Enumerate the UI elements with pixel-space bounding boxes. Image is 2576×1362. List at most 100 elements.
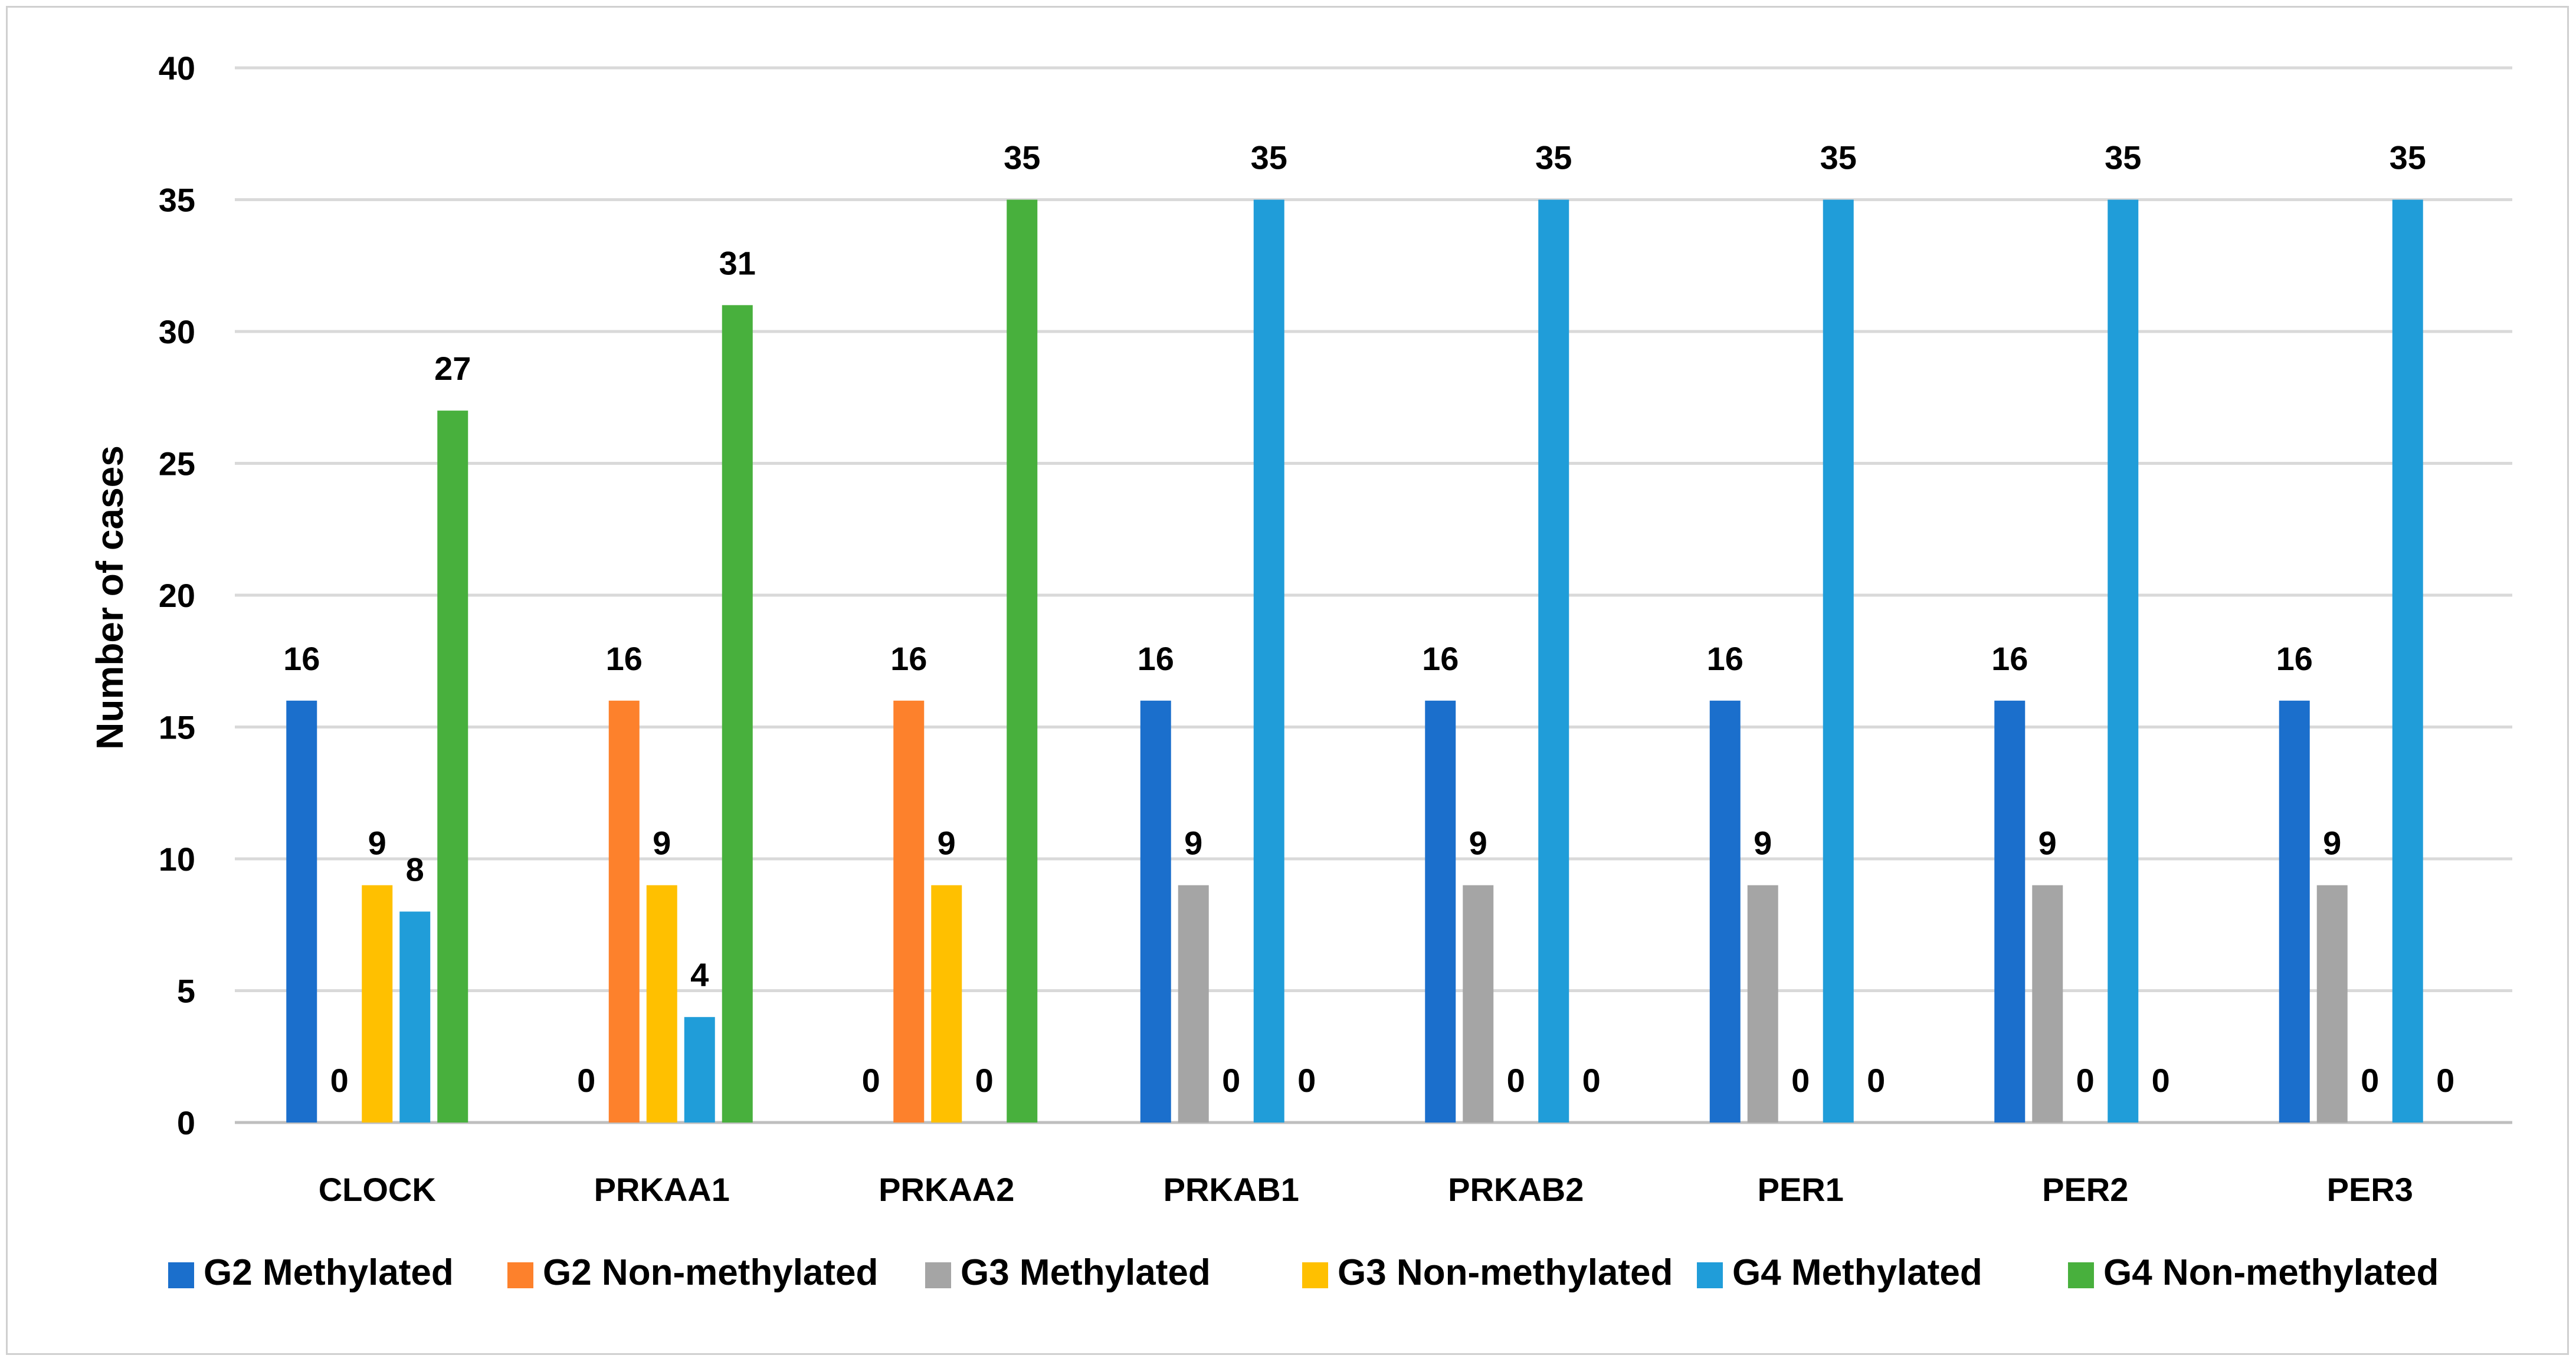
y-tick-label: 15 bbox=[159, 709, 195, 746]
data-label: 0 bbox=[2436, 1062, 2454, 1099]
bar-prkab1-g2-methylated bbox=[1140, 700, 1171, 1123]
bar-prkab2-g2-methylated bbox=[1425, 700, 1456, 1123]
y-tick-label: 30 bbox=[159, 313, 195, 350]
legend-label: G3 Non-methylated bbox=[1338, 1252, 1673, 1293]
legend: G2 Methylated G2 Non-methylated G3 Methyla… bbox=[168, 1252, 2439, 1293]
legend-label: G4 Methylated bbox=[1732, 1252, 1982, 1293]
data-label: 35 bbox=[2105, 139, 2141, 176]
data-label: 27 bbox=[434, 350, 471, 387]
bar-per3-g4-methylated bbox=[2392, 199, 2423, 1123]
x-tick-label: PRKAB1 bbox=[1164, 1171, 1299, 1208]
x-tick-label: PRKAA2 bbox=[879, 1171, 1014, 1208]
data-label: 0 bbox=[1582, 1062, 1601, 1099]
legend-label: G4 Non-methylated bbox=[2103, 1252, 2439, 1293]
x-tick-label: PRKAB2 bbox=[1448, 1171, 1584, 1208]
bar-clock-g2-methylated bbox=[286, 700, 317, 1123]
data-label: 35 bbox=[1820, 139, 1857, 176]
bar-per1-g4-methylated bbox=[1823, 199, 1854, 1123]
data-label: 35 bbox=[2390, 139, 2426, 176]
bar-per2-g4-methylated bbox=[2108, 199, 2139, 1123]
bar-prkaa1-g3-non-methylated bbox=[646, 885, 677, 1123]
data-label: 0 bbox=[1297, 1062, 1316, 1099]
bar-prkaa1-g4-methylated bbox=[684, 1017, 715, 1123]
bar-chart: 1609827016943101690351690350169035016903… bbox=[89, 50, 2512, 1293]
data-label: 9 bbox=[1184, 825, 1202, 862]
x-tick-label: PRKAA1 bbox=[594, 1171, 730, 1208]
data-label: 0 bbox=[862, 1062, 880, 1099]
x-tick-label: CLOCK bbox=[319, 1171, 436, 1208]
bar-per1-g3-methylated bbox=[1747, 885, 1778, 1123]
data-label: 8 bbox=[406, 851, 424, 888]
data-label: 9 bbox=[653, 825, 671, 862]
legend-swatch bbox=[1302, 1262, 1328, 1288]
y-tick-label: 5 bbox=[177, 973, 195, 1010]
data-label: 9 bbox=[368, 825, 386, 862]
x-tick-label: PER2 bbox=[2042, 1171, 2128, 1208]
data-label: 16 bbox=[283, 640, 320, 677]
bar-prkaa2-g3-non-methylated bbox=[931, 885, 962, 1123]
y-tick-label: 0 bbox=[177, 1104, 195, 1141]
x-tick-label: PER1 bbox=[1758, 1171, 1844, 1208]
bar-prkaa1-g4-non-methylated bbox=[722, 305, 753, 1123]
data-label: 0 bbox=[2361, 1062, 2379, 1099]
bar-per3-g2-methylated bbox=[2279, 700, 2310, 1123]
y-tick-labels: 0 5 10 15 20 25 30 35 40 bbox=[159, 50, 195, 1141]
bar-clock-g4-methylated bbox=[399, 911, 431, 1123]
y-tick-label: 25 bbox=[159, 445, 195, 483]
data-label: 16 bbox=[2276, 640, 2313, 677]
legend-swatch bbox=[2068, 1262, 2094, 1288]
data-label: 0 bbox=[1222, 1062, 1240, 1099]
legend-swatch bbox=[168, 1262, 194, 1288]
data-label: 31 bbox=[719, 244, 756, 281]
data-label: 0 bbox=[1507, 1062, 1525, 1099]
data-label: 0 bbox=[2076, 1062, 2095, 1099]
data-label: 16 bbox=[1991, 640, 2028, 677]
legend-swatch bbox=[925, 1262, 951, 1288]
bar-per1-g2-methylated bbox=[1709, 700, 1741, 1123]
data-label: 9 bbox=[1754, 825, 1772, 862]
bar-clock-g4-non-methylated bbox=[437, 411, 468, 1123]
bar-prkab2-g3-methylated bbox=[1463, 885, 1494, 1123]
legend-label: G3 Methylated bbox=[961, 1252, 1211, 1293]
data-label: 4 bbox=[690, 956, 709, 993]
bar-prkaa2-g2-non-methylated bbox=[893, 700, 925, 1123]
bar-per2-g2-methylated bbox=[1994, 700, 2026, 1123]
data-label: 0 bbox=[975, 1062, 994, 1099]
y-tick-label: 10 bbox=[159, 841, 195, 878]
data-label: 16 bbox=[1138, 640, 1174, 677]
y-tick-label: 40 bbox=[159, 50, 195, 87]
data-label: 35 bbox=[1004, 139, 1040, 176]
bar-per3-g3-methylated bbox=[2316, 885, 2348, 1123]
y-axis-title: Number of cases bbox=[89, 445, 131, 750]
bar-prkaa2-g4-non-methylated bbox=[1007, 199, 1038, 1123]
data-label: 0 bbox=[577, 1062, 595, 1099]
y-tick-label: 20 bbox=[159, 577, 195, 614]
data-label: 0 bbox=[2152, 1062, 2170, 1099]
data-label: 16 bbox=[890, 640, 927, 677]
data-label: 0 bbox=[1791, 1062, 1810, 1099]
bar-clock-g3-non-methylated bbox=[362, 885, 393, 1123]
bar-prkab1-g4-methylated bbox=[1253, 199, 1284, 1123]
x-tick-label: PER3 bbox=[2327, 1171, 2413, 1208]
chart-frame: 16 0 9 8 27 0 16 9 4 31 0 16 9 0 35 16 9 0 35 0 16 9 0 35 0 16 9 0 3… bbox=[6, 6, 2569, 1355]
data-labels: 1609827016943101690351690350169035016903… bbox=[283, 139, 2454, 1100]
data-label: 9 bbox=[2038, 825, 2057, 862]
legend-swatch bbox=[507, 1262, 533, 1288]
bar-prkab1-g3-methylated bbox=[1178, 885, 1209, 1123]
data-label: 9 bbox=[1469, 825, 1487, 862]
data-label: 16 bbox=[606, 640, 643, 677]
data-label: 35 bbox=[1535, 139, 1572, 176]
x-tick-labels: CLOCK PRKAA1 PRKAA2 PRKAB1 PRKAB2 PER1 PER2 PER… bbox=[319, 1171, 2413, 1208]
data-label: 0 bbox=[330, 1062, 349, 1099]
data-label: 16 bbox=[1707, 640, 1743, 677]
gridlines bbox=[235, 66, 2512, 1124]
data-label: 16 bbox=[1422, 640, 1459, 677]
bar-prkaa1-g2-non-methylated bbox=[608, 700, 640, 1123]
bars bbox=[286, 199, 2423, 1123]
bar-per2-g3-methylated bbox=[2032, 885, 2063, 1123]
data-label: 9 bbox=[938, 825, 956, 862]
y-tick-label: 35 bbox=[159, 182, 195, 219]
data-label: 9 bbox=[2323, 825, 2341, 862]
legend-label: G2 Methylated bbox=[204, 1252, 454, 1293]
data-label: 35 bbox=[1251, 139, 1287, 176]
